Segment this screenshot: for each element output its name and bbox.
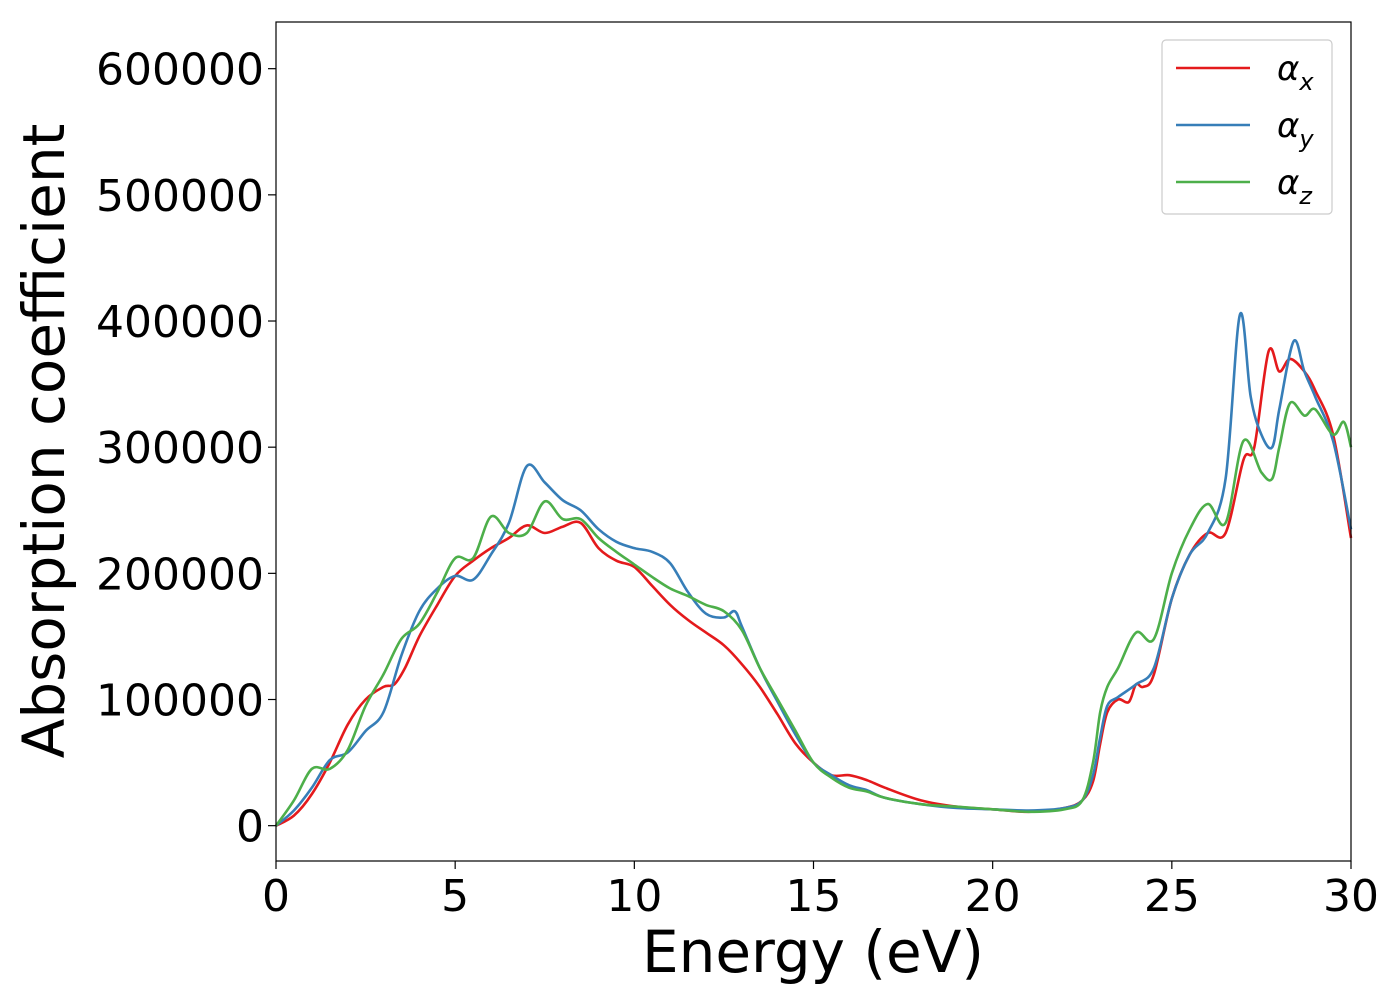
- y-tick-label: 500000: [96, 171, 264, 222]
- x-tick-label: 0: [262, 871, 290, 922]
- x-tick-label: 15: [786, 871, 842, 922]
- x-axis-label: Energy (eV): [642, 918, 984, 986]
- series-line-y: [275, 311, 1353, 827]
- x-axis-ticks: 0 5 10 15 20 25 30: [262, 861, 1379, 922]
- y-axis-ticks: 0 100000 200000 300000 400000 500000 600000: [96, 45, 276, 853]
- legend-label-y: αy: [1277, 106, 1314, 153]
- y-tick-label: 300000: [96, 423, 264, 474]
- y-tick-label: 400000: [96, 297, 264, 348]
- x-tick-label: 5: [441, 871, 469, 922]
- legend-label-x: αx: [1277, 49, 1314, 96]
- y-tick-label: 100000: [96, 676, 264, 727]
- y-tick-label: 200000: [96, 549, 264, 600]
- x-tick-label: 25: [1144, 871, 1200, 922]
- series-line-z: [274, 400, 1353, 827]
- x-tick-label: 10: [606, 871, 662, 922]
- y-axis-label: Absorption coefficient: [10, 124, 78, 759]
- x-tick-label: 20: [965, 871, 1021, 922]
- y-tick-label: 600000: [96, 45, 264, 96]
- legend-frame: [1161, 39, 1333, 215]
- legend: αx αy αz: [1161, 39, 1333, 215]
- legend-label-z: αz: [1277, 163, 1313, 210]
- y-tick-label: 0: [236, 802, 264, 853]
- x-tick-label: 30: [1323, 871, 1379, 922]
- plot-lines: [274, 311, 1353, 827]
- legend-items: αx αy αz: [1176, 49, 1314, 210]
